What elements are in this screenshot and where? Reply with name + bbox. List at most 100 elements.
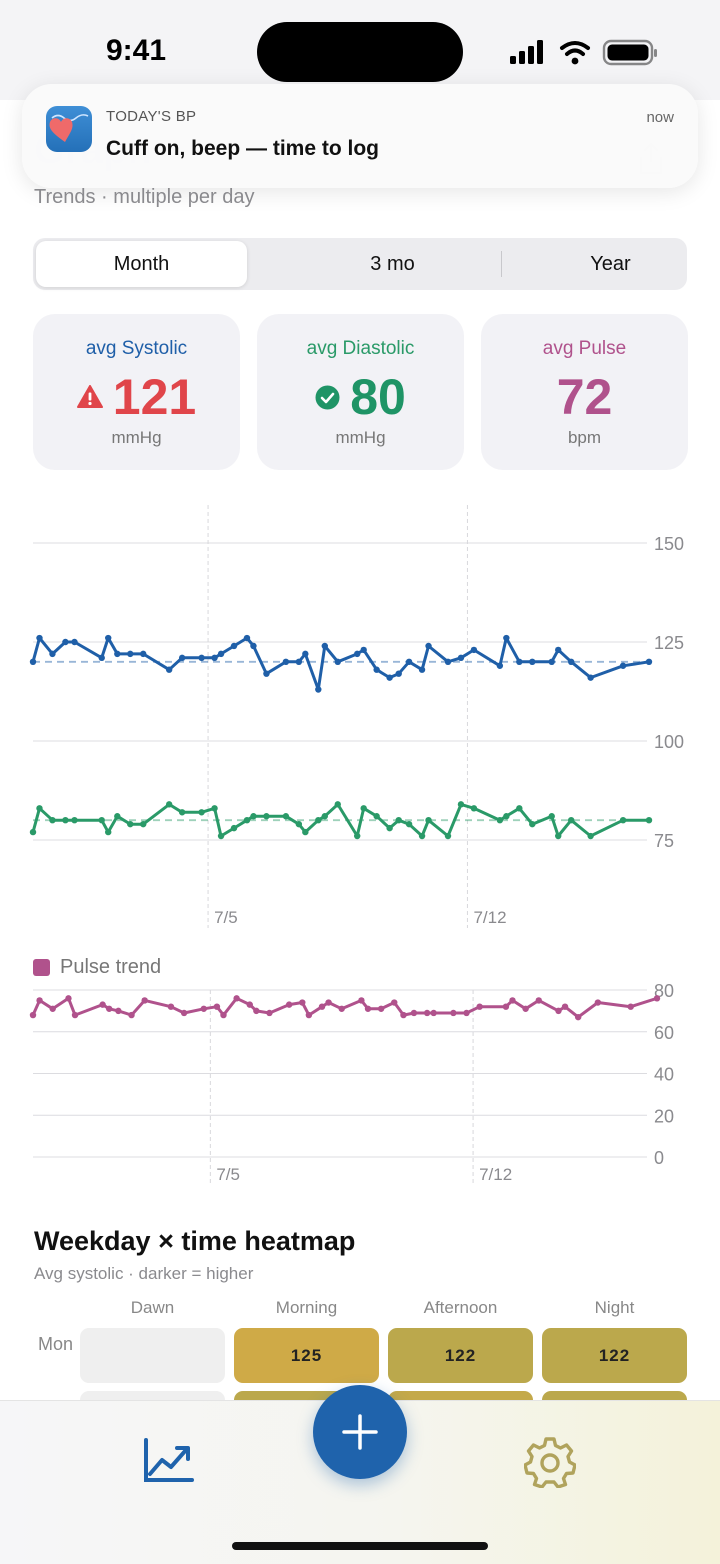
data-point (418, 832, 426, 840)
data-point (548, 658, 555, 665)
line-chart-icon[interactable] (140, 1436, 196, 1486)
data-point (128, 1011, 135, 1019)
data-point (360, 805, 367, 812)
data-point (509, 997, 516, 1004)
data-point (400, 1011, 407, 1019)
y-tick-label: 40 (654, 1065, 674, 1085)
data-point (98, 817, 105, 824)
data-point (71, 1011, 79, 1019)
data-point (529, 658, 536, 665)
data-point (211, 805, 218, 812)
data-point (140, 820, 147, 828)
data-point (318, 1003, 326, 1010)
data-point (430, 1009, 437, 1017)
data-point (266, 1009, 273, 1017)
heatmap-row-label: Mon (38, 1334, 74, 1354)
data-point (645, 658, 653, 665)
home-indicator[interactable] (232, 1542, 488, 1550)
data-point (574, 1013, 582, 1021)
x-tick-label: 7/5 (214, 908, 238, 927)
diastolic-value: 80 (350, 369, 406, 425)
data-point (178, 809, 186, 816)
notification-banner[interactable]: TODAY'S BP now Cuff on, beep — time to l… (22, 84, 698, 188)
data-point (263, 670, 270, 677)
data-point (503, 813, 510, 820)
data-point (470, 805, 478, 812)
data-point (325, 999, 332, 1006)
page-subtitle: Trends · multiple per day (34, 186, 255, 208)
data-point (233, 995, 240, 1002)
data-point (62, 638, 69, 646)
data-point (476, 1003, 483, 1010)
range-segmented-control: Month 3 mo Year (33, 238, 687, 290)
data-point (243, 634, 251, 642)
data-point (114, 813, 121, 820)
data-point (115, 1007, 122, 1015)
data-point (321, 813, 328, 820)
data-point (423, 1009, 431, 1017)
data-point (250, 642, 257, 650)
range-tab-year[interactable]: Year (590, 252, 631, 275)
data-point (358, 997, 365, 1004)
data-point (98, 654, 105, 662)
bp-trend-chart: 150 125 100 75 7/5 7/12 (29, 505, 684, 928)
heatmap-cell[interactable]: 122 (542, 1328, 687, 1383)
data-point (496, 662, 504, 669)
data-point (516, 805, 523, 812)
data-point (619, 817, 627, 824)
heatmap-col-dawn: Dawn (130, 1298, 175, 1317)
data-point (302, 650, 309, 658)
y-tick-label: 60 (654, 1023, 674, 1043)
data-point (49, 650, 56, 658)
y-tick-label: 125 (654, 633, 684, 653)
x-tick-label: 7/12 (479, 1165, 512, 1184)
data-point (555, 1007, 562, 1015)
data-point (410, 1009, 418, 1017)
data-point (503, 634, 510, 642)
gear-icon[interactable] (524, 1436, 576, 1488)
range-tab-3mo[interactable]: 3 mo (370, 252, 415, 275)
data-point (555, 646, 562, 654)
systolic-label: avg Systolic (85, 338, 188, 359)
heatmap-title: Weekday × time heatmap (34, 1226, 356, 1256)
heatmap-cell[interactable]: 122 (388, 1328, 533, 1383)
heatmap-cell[interactable] (80, 1328, 225, 1383)
range-tab-month[interactable]: Month (36, 241, 247, 287)
data-point (299, 999, 306, 1006)
pulse-legend: Pulse trend (33, 956, 161, 979)
notification-time: now (646, 109, 674, 126)
data-point (29, 658, 37, 665)
data-point (217, 832, 225, 840)
data-point (295, 658, 303, 665)
data-point (535, 997, 542, 1004)
data-point (405, 658, 413, 665)
add-reading-button[interactable] (313, 1385, 407, 1479)
diastolic-unit: mmHg (335, 428, 386, 447)
segment-divider (501, 251, 502, 277)
heatmap-col-night: Night (594, 1298, 635, 1317)
y-tick-label: 150 (654, 534, 684, 554)
data-point (49, 1005, 56, 1012)
data-point (178, 654, 186, 662)
data-point (619, 662, 627, 669)
data-point (567, 658, 575, 665)
heatmap-cell[interactable]: 125 (234, 1328, 379, 1383)
data-point (645, 817, 653, 824)
data-point (395, 817, 402, 824)
data-point (127, 650, 134, 658)
data-point (198, 809, 205, 816)
battery-icon (602, 39, 657, 66)
data-point (321, 642, 328, 650)
heatmap-col-morning: Morning (275, 1298, 338, 1317)
y-tick-label: 100 (654, 732, 684, 752)
systolic-card: avg Systolic 121 mmHg (33, 314, 240, 470)
wifi-icon (560, 41, 590, 56)
data-point (253, 1007, 260, 1015)
data-point (587, 674, 594, 681)
data-point (373, 666, 380, 673)
data-point (354, 650, 361, 658)
data-point (217, 650, 225, 658)
data-point (230, 642, 238, 650)
data-point (105, 1005, 113, 1012)
data-point (450, 1009, 457, 1017)
